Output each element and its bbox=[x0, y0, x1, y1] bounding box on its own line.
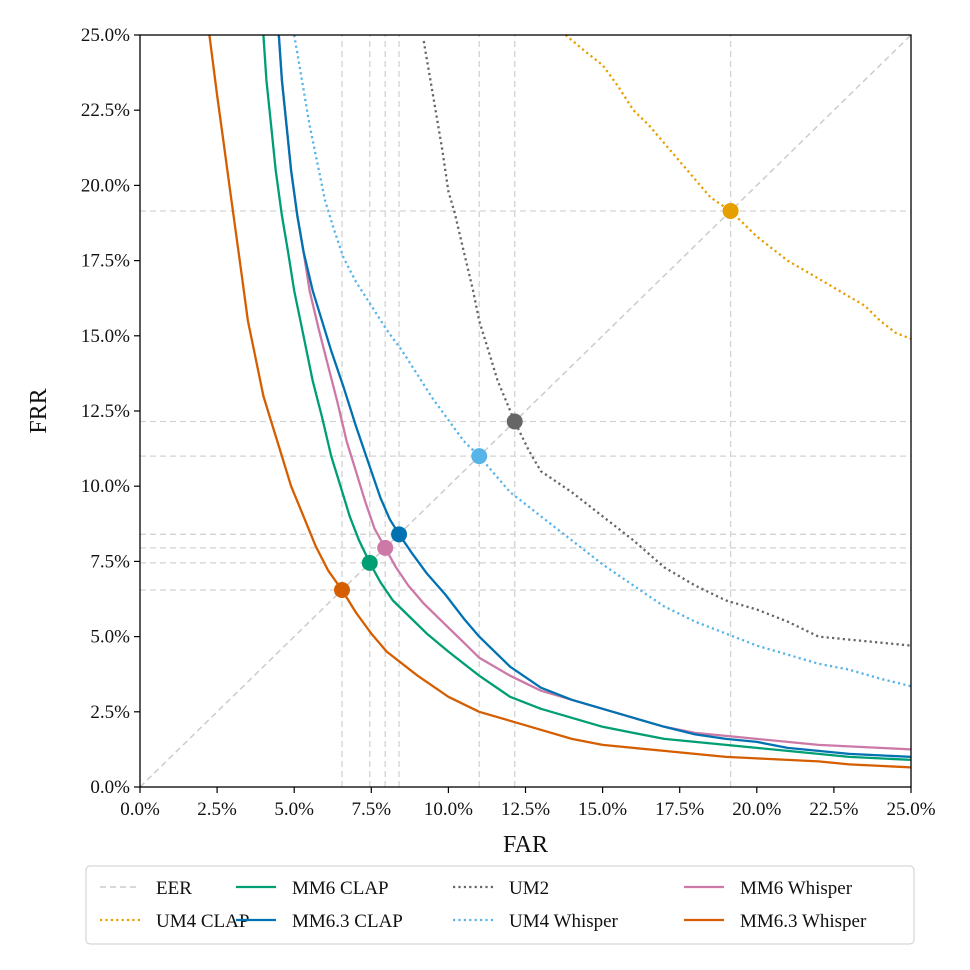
legend-label-um2: UM2 bbox=[509, 878, 549, 899]
x-tick-label: 0.0% bbox=[120, 799, 160, 820]
y-tick-label: 20.0% bbox=[81, 175, 130, 196]
x-tick-label: 10.0% bbox=[424, 799, 473, 820]
eer-marker-um4-whisper bbox=[471, 448, 488, 465]
x-tick-label: 17.5% bbox=[655, 799, 704, 820]
y-axis-label: FRR bbox=[26, 388, 52, 433]
x-tick-label: 12.5% bbox=[501, 799, 550, 820]
legend-items: EER UM4 CLAP MM6 CLAP MM6.3 CLAP UM2 UM4 Whis… bbox=[100, 878, 867, 932]
eer-diagonal-line bbox=[139, 34, 912, 788]
series-line-um4-whisper bbox=[293, 34, 912, 688]
y-tick-label: 22.5% bbox=[81, 100, 130, 121]
legend-box bbox=[85, 865, 915, 945]
eer-marker-mm6-clap bbox=[361, 554, 378, 571]
x-axis-label: FAR bbox=[503, 832, 548, 858]
y-tick-label: 7.5% bbox=[90, 551, 130, 572]
eer-marker-um2 bbox=[506, 413, 523, 430]
legend-label-eer: EER bbox=[156, 878, 192, 899]
eer-marker-mm6-whisper bbox=[377, 539, 394, 556]
y-tick-label: 0.0% bbox=[90, 777, 130, 798]
y-tick-label: 5.0% bbox=[90, 627, 130, 648]
y-tick-label: 17.5% bbox=[81, 251, 130, 272]
x-tick-label: 2.5% bbox=[197, 799, 237, 820]
legend: EER UM4 CLAP MM6 CLAP MM6.3 CLAP UM2 UM4 Whis… bbox=[85, 865, 915, 945]
legend-label-mm6-clap: MM6 CLAP bbox=[292, 878, 389, 899]
legend-label-um4-whisper: UM4 Whisper bbox=[509, 911, 619, 932]
eer-diagonal bbox=[139, 34, 912, 788]
legend-label-um4-clap: UM4 CLAP bbox=[156, 911, 249, 932]
x-axis-ticks: 0.0% 2.5% 5.0% 7.5% 10.0% 12.5% 15.0% 17.5% 20.0… bbox=[120, 787, 936, 820]
legend-label-mm6-whisper: MM6 Whisper bbox=[740, 878, 853, 899]
series-line-mm6-3-clap bbox=[277, 34, 912, 759]
series-lines bbox=[208, 34, 912, 769]
x-tick-label: 7.5% bbox=[352, 799, 392, 820]
x-tick-label: 15.0% bbox=[578, 799, 627, 820]
legend-label-mm6-3-whisper: MM6.3 Whisper bbox=[740, 911, 867, 932]
y-tick-label: 15.0% bbox=[81, 326, 130, 347]
y-tick-label: 2.5% bbox=[90, 702, 130, 723]
eer-marker-mm6-3-whisper bbox=[334, 581, 351, 598]
eer-marker-um4-clap bbox=[722, 202, 739, 219]
series-line-mm6-3-whisper bbox=[208, 34, 912, 769]
y-tick-label: 10.0% bbox=[81, 476, 130, 497]
series-line-um4-clap bbox=[564, 34, 912, 340]
eer-marker-mm6-3-clap bbox=[391, 526, 408, 543]
x-tick-label: 22.5% bbox=[809, 799, 858, 820]
series-line-mm6-whisper bbox=[277, 34, 912, 751]
x-tick-label: 5.0% bbox=[274, 799, 314, 820]
y-tick-label: 25.0% bbox=[81, 25, 130, 46]
legend-label-mm6-3-clap: MM6.3 CLAP bbox=[292, 911, 403, 932]
x-tick-label: 25.0% bbox=[886, 799, 935, 820]
y-axis-ticks: 0.0% 2.5% 5.0% 7.5% 10.0% 12.5% 15.0% 17.5% 20.0… bbox=[81, 25, 140, 798]
eer-markers bbox=[334, 202, 739, 598]
x-tick-label: 20.0% bbox=[732, 799, 781, 820]
series-line-mm6-clap bbox=[262, 34, 912, 762]
series-line-um2 bbox=[422, 40, 912, 647]
y-tick-label: 12.5% bbox=[81, 401, 130, 422]
